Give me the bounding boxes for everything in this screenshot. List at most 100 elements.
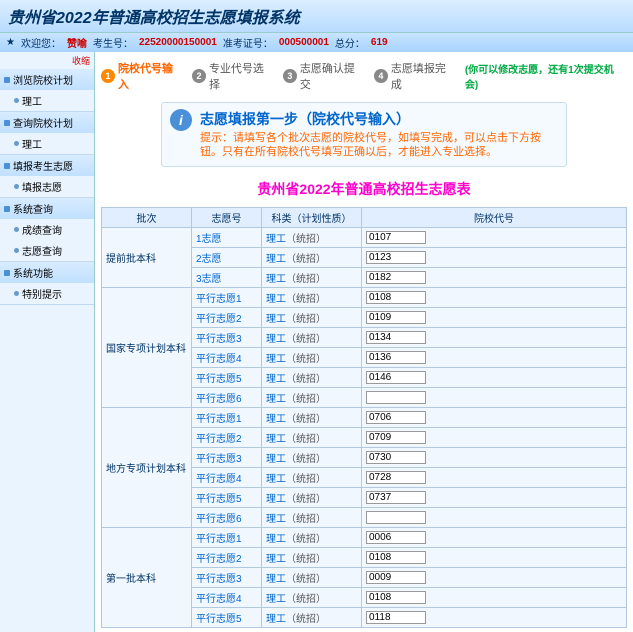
code-cell (362, 227, 627, 247)
subject-link[interactable]: 理工 (266, 334, 286, 345)
sidebar-group-header[interactable]: 浏览院校计划 (0, 69, 94, 90)
subject-link[interactable]: 理工 (266, 574, 286, 585)
subject-link[interactable]: 理工 (266, 354, 286, 365)
school-code-input[interactable] (366, 611, 426, 624)
wish-link[interactable]: 平行志愿2 (196, 434, 242, 445)
school-code-input[interactable] (366, 271, 426, 284)
page-title: 贵州省2022年普通高校招生志愿填报系统 (8, 4, 625, 28)
wish-link[interactable]: 平行志愿3 (196, 334, 242, 345)
wish-cell: 平行志愿6 (192, 387, 262, 407)
wish-link[interactable]: 平行志愿4 (196, 594, 242, 605)
subject-cell: 理工（统招） (262, 547, 362, 567)
info-text: 提示：请填写各个批次志愿的院校代号，如填写完成，可以点击下方按钮。只有在所有院校… (200, 131, 558, 160)
subject-link[interactable]: 理工 (266, 414, 286, 425)
subject-link[interactable]: 理工 (266, 454, 286, 465)
subject-link[interactable]: 理工 (266, 534, 286, 545)
school-code-input[interactable] (366, 411, 426, 424)
wish-link[interactable]: 平行志愿1 (196, 294, 242, 305)
total-score: 619 (371, 37, 388, 48)
subject-link[interactable]: 理工 (266, 394, 286, 405)
table-row: 国家专项计划本科平行志愿1理工（统招） (102, 287, 627, 307)
subject-link[interactable]: 理工 (266, 234, 286, 245)
info-icon: i (170, 109, 192, 131)
code-cell (362, 247, 627, 267)
wish-link[interactable]: 平行志愿1 (196, 414, 242, 425)
info-box: i 志愿填报第一步（院校代号输入） 提示：请填写各个批次志愿的院校代号，如填写完… (161, 102, 567, 167)
code-cell (362, 267, 627, 287)
school-code-input[interactable] (366, 391, 426, 404)
collapse-button[interactable]: 收缩 (0, 52, 94, 69)
wish-link[interactable]: 平行志愿2 (196, 314, 242, 325)
school-code-input[interactable] (366, 451, 426, 464)
code-cell (362, 427, 627, 447)
wish-link[interactable]: 2志愿 (196, 254, 222, 265)
wish-link[interactable]: 平行志愿5 (196, 494, 242, 505)
subject-link[interactable]: 理工 (266, 514, 286, 525)
subject-link[interactable]: 理工 (266, 254, 286, 265)
subject-link[interactable]: 理工 (266, 614, 286, 625)
code-cell (362, 307, 627, 327)
wish-cell: 平行志愿2 (192, 307, 262, 327)
school-code-input[interactable] (366, 251, 426, 264)
code-cell (362, 567, 627, 587)
subject-link[interactable]: 理工 (266, 494, 286, 505)
subject-link[interactable]: 理工 (266, 434, 286, 445)
school-code-input[interactable] (366, 311, 426, 324)
sidebar-group-header[interactable]: 系统功能 (0, 262, 94, 283)
table-header: 批次 (102, 207, 192, 227)
sidebar-item[interactable]: 志愿查询 (0, 240, 94, 261)
sidebar-item[interactable]: 理工 (0, 90, 94, 111)
form-title: 贵州省2022年普通高校招生志愿表 (101, 173, 627, 207)
school-code-input[interactable] (366, 531, 426, 544)
sidebar-item[interactable]: 填报志愿 (0, 176, 94, 197)
subject-link[interactable]: 理工 (266, 474, 286, 485)
wish-link[interactable]: 平行志愿3 (196, 574, 242, 585)
sidebar-item[interactable]: 特别提示 (0, 283, 94, 304)
sidebar-group-header[interactable]: 查询院校计划 (0, 112, 94, 133)
school-code-input[interactable] (366, 471, 426, 484)
sidebar-group-header[interactable]: 系统查询 (0, 198, 94, 219)
sidebar-item[interactable]: 成绩查询 (0, 219, 94, 240)
wish-link[interactable]: 平行志愿2 (196, 554, 242, 565)
school-code-input[interactable] (366, 331, 426, 344)
subject-link[interactable]: 理工 (266, 274, 286, 285)
school-code-input[interactable] (366, 551, 426, 564)
school-code-input[interactable] (366, 491, 426, 504)
subject-link[interactable]: 理工 (266, 554, 286, 565)
code-cell (362, 467, 627, 487)
subject-cell: 理工（统招） (262, 467, 362, 487)
wish-link[interactable]: 平行志愿4 (196, 354, 242, 365)
info-title: 志愿填报第一步（院校代号输入） (200, 109, 558, 129)
school-code-input[interactable] (366, 571, 426, 584)
wish-link[interactable]: 1志愿 (196, 234, 222, 245)
sidebar-group-header[interactable]: 填报考生志愿 (0, 155, 94, 176)
subject-link[interactable]: 理工 (266, 374, 286, 385)
wish-link[interactable]: 平行志愿5 (196, 614, 242, 625)
school-code-input[interactable] (366, 371, 426, 384)
school-code-input[interactable] (366, 511, 426, 524)
wish-link[interactable]: 平行志愿6 (196, 394, 242, 405)
wish-link[interactable]: 平行志愿6 (196, 514, 242, 525)
school-code-input[interactable] (366, 291, 426, 304)
wish-cell: 平行志愿2 (192, 547, 262, 567)
school-code-input[interactable] (366, 351, 426, 364)
subject-cell: 理工（统招） (262, 227, 362, 247)
subject-link[interactable]: 理工 (266, 594, 286, 605)
subject-cell: 理工（统招） (262, 427, 362, 447)
wish-link[interactable]: 平行志愿4 (196, 474, 242, 485)
code-cell (362, 347, 627, 367)
sidebar-item[interactable]: 理工 (0, 133, 94, 154)
batch-cell: 第一批本科 (102, 527, 192, 627)
wish-link[interactable]: 平行志愿1 (196, 534, 242, 545)
admit-number: 000500001 (279, 37, 329, 48)
wish-link[interactable]: 平行志愿3 (196, 454, 242, 465)
school-code-input[interactable] (366, 231, 426, 244)
subject-link[interactable]: 理工 (266, 294, 286, 305)
table-header: 院校代号 (362, 207, 627, 227)
wish-link[interactable]: 平行志愿5 (196, 374, 242, 385)
wish-cell: 平行志愿2 (192, 427, 262, 447)
school-code-input[interactable] (366, 591, 426, 604)
subject-link[interactable]: 理工 (266, 314, 286, 325)
school-code-input[interactable] (366, 431, 426, 444)
wish-link[interactable]: 3志愿 (196, 274, 222, 285)
